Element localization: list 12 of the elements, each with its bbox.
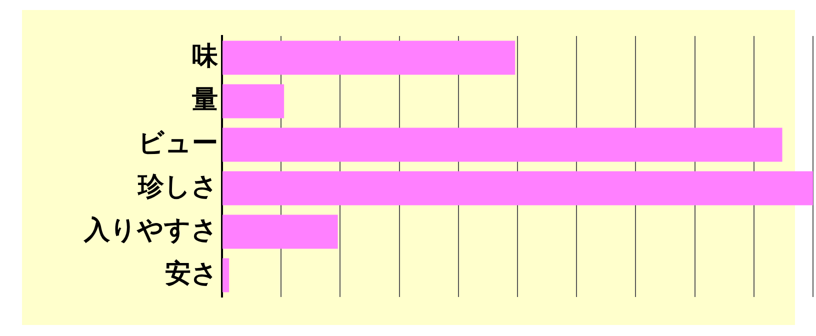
bar: [222, 171, 813, 206]
y-tick-label: ビュー: [138, 128, 218, 158]
y-tick-label: 量: [191, 85, 218, 115]
y-tick-label: 安さ: [165, 259, 218, 289]
bar: [222, 214, 338, 249]
bar: [222, 84, 284, 118]
y-tick-label: 珍しさ: [137, 172, 218, 202]
bar: [222, 40, 516, 75]
bar: [222, 128, 782, 162]
y-tick-label: 味: [192, 42, 219, 72]
y-tick-label: 入りやすさ: [83, 216, 218, 246]
bar: [222, 258, 230, 292]
